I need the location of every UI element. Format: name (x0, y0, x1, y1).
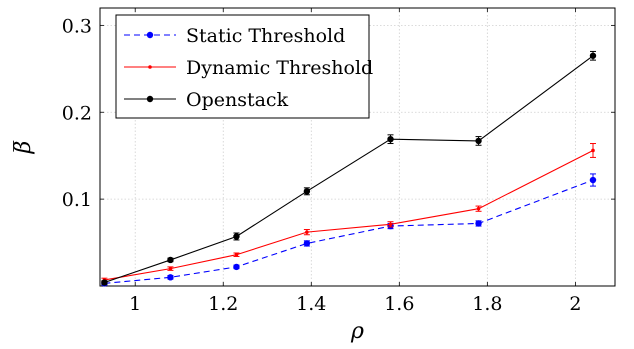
legend-item: Dynamic Threshold (124, 57, 373, 79)
legend-marker (146, 95, 154, 103)
y-tick-label: 0.1 (62, 189, 92, 211)
data-point (476, 206, 481, 211)
legend-item: Openstack (124, 89, 289, 111)
legend-marker (146, 31, 154, 39)
data-point (388, 222, 393, 227)
plot-frame (99, 7, 616, 287)
data-point (168, 266, 173, 271)
series-line (104, 149, 594, 281)
series-layer (101, 50, 597, 287)
y-tick-label: 0.3 (62, 15, 92, 37)
x-tick-label: 1.8 (472, 293, 502, 315)
legend-label: Dynamic Threshold (186, 57, 373, 79)
legend: Static Threshold Dynamic Threshold Opensta… (115, 14, 373, 119)
data-point (167, 256, 174, 264)
data-point (387, 135, 394, 143)
data-point (589, 52, 597, 59)
data-point (167, 274, 174, 281)
x-tick-label: 2 (569, 293, 581, 315)
y-tick-label: 0.2 (62, 102, 92, 124)
legend-label: Static Threshold (186, 25, 345, 47)
data-point (234, 252, 239, 257)
data-point (591, 148, 595, 153)
data-point (303, 188, 311, 195)
x-tick-label: 1.6 (384, 293, 414, 315)
series-line (104, 179, 594, 284)
legend-item: Static Threshold (124, 25, 345, 47)
legend-marker (148, 65, 152, 69)
x-tick-label: 1.2 (208, 293, 238, 315)
data-point (101, 279, 108, 286)
data-point (475, 220, 482, 227)
ticks: 1 1.2 1.4 1.6 1.8 2 0.1 0.2 0.3 (62, 8, 615, 315)
x-tick-label: 1 (129, 293, 141, 315)
y-axis-label: β̅ (11, 141, 36, 155)
data-point (303, 240, 311, 247)
series-2 (101, 50, 597, 286)
data-point (475, 137, 482, 145)
data-point (233, 263, 240, 271)
data-point (589, 176, 597, 184)
x-axis-label: ρ (350, 319, 364, 344)
x-tick-label: 1.4 (296, 293, 326, 315)
legend-label: Openstack (186, 89, 289, 111)
series-1 (101, 143, 596, 283)
data-point (233, 233, 240, 240)
series-0 (101, 173, 597, 287)
data-point (305, 230, 309, 234)
